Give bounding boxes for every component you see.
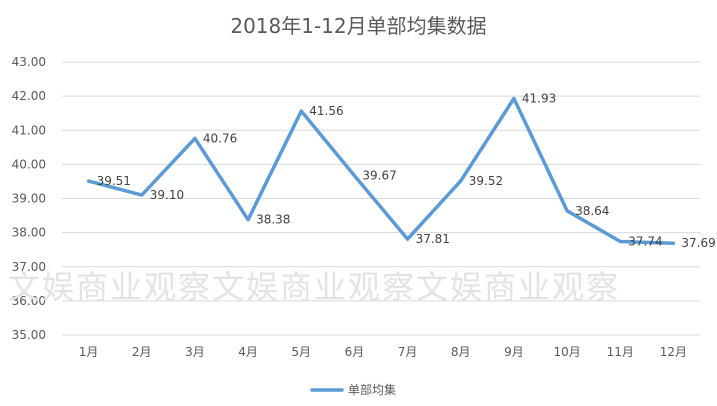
- data-point: [459, 179, 463, 183]
- data-point: [512, 97, 516, 101]
- chart-title: 2018年1-12月单部均集数据: [230, 14, 487, 38]
- y-tick-label: 39.00: [12, 192, 46, 206]
- y-tick-label: 35.00: [12, 328, 46, 342]
- data-label: 41.56: [309, 104, 343, 118]
- data-point: [671, 241, 675, 245]
- y-tick-label: 37.00: [12, 260, 46, 274]
- data-label: 39.67: [362, 169, 396, 183]
- data-point: [246, 218, 250, 222]
- data-point: [565, 209, 569, 213]
- y-tick-label: 38.00: [12, 226, 46, 240]
- data-labels: 39.51 39.10 40.76 38.38 41.56 39.67 37.81 39.52…: [97, 92, 716, 251]
- x-tick-label: 2月: [132, 345, 152, 359]
- data-point: [193, 136, 197, 140]
- series-line: [86, 96, 676, 245]
- data-point: [352, 174, 356, 178]
- data-point: [87, 179, 91, 183]
- data-label: 38.38: [256, 213, 290, 227]
- data-label: 39.10: [150, 188, 184, 202]
- y-axis: 35.00 36.00 37.00 38.00 39.00 40.00 41.00 42.00…: [12, 55, 46, 342]
- x-tick-label: 8月: [451, 345, 471, 359]
- data-label: 37.69: [681, 236, 715, 250]
- data-label: 40.76: [203, 131, 237, 145]
- x-tick-label: 4月: [238, 345, 258, 359]
- data-point: [299, 109, 303, 113]
- y-tick-label: 36.00: [12, 294, 46, 308]
- y-tick-label: 41.00: [12, 123, 46, 137]
- x-tick-label: 6月: [345, 345, 365, 359]
- y-tick-label: 40.00: [12, 157, 46, 171]
- data-point: [406, 237, 410, 241]
- x-tick-label: 9月: [504, 345, 524, 359]
- y-tick-label: 43.00: [12, 55, 46, 69]
- y-tick-label: 42.00: [12, 89, 46, 103]
- legend: 单部均集: [310, 382, 396, 397]
- data-point: [618, 239, 622, 243]
- gridlines: [62, 61, 700, 336]
- x-axis: 1月 2月 3月 4月 5月 6月 7月 8月 9月 10月 11月 12月: [79, 345, 687, 359]
- x-tick-label: 3月: [185, 345, 205, 359]
- legend-label: 单部均集: [348, 382, 396, 397]
- data-label: 39.51: [97, 174, 131, 188]
- data-point: [140, 193, 144, 197]
- x-tick-label: 10月: [553, 345, 580, 359]
- series-layer: [86, 96, 676, 245]
- x-tick-label: 7月: [398, 345, 418, 359]
- x-tick-label: 12月: [660, 345, 687, 359]
- data-label: 37.74: [628, 234, 662, 248]
- data-label: 39.52: [469, 174, 503, 188]
- data-label: 38.64: [575, 204, 609, 218]
- x-tick-label: 11月: [607, 345, 634, 359]
- x-tick-label: 1月: [79, 345, 99, 359]
- data-label: 37.81: [416, 232, 450, 246]
- data-label: 41.93: [522, 92, 556, 106]
- x-tick-label: 5月: [291, 345, 311, 359]
